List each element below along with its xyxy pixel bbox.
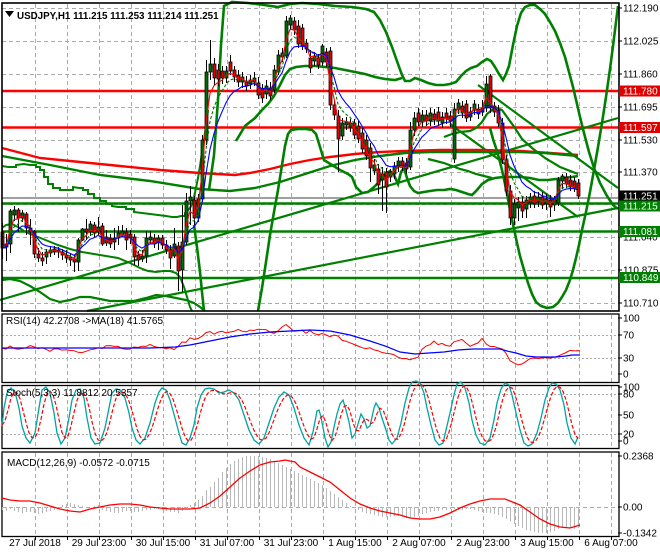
svg-text:31 Jul 07:00: 31 Jul 07:00	[200, 538, 255, 549]
svg-text:111.695: 111.695	[623, 103, 658, 114]
svg-text:-0.1342: -0.1342	[623, 529, 657, 540]
svg-text:111.040: 111.040	[623, 233, 658, 244]
svg-text:0: 0	[623, 370, 629, 381]
svg-text:110.875: 110.875	[623, 266, 659, 277]
svg-text:2 Aug 23:00: 2 Aug 23:00	[456, 538, 510, 549]
svg-text:31 Jul 23:00: 31 Jul 23:00	[264, 538, 319, 549]
svg-text:USDJPY,H1 111.215 111.253 111: USDJPY,H1 111.215 111.253 111.214 111.25…	[17, 11, 219, 22]
svg-text:100: 100	[623, 314, 640, 325]
svg-text:3 Aug 15:00: 3 Aug 15:00	[520, 538, 574, 549]
svg-text:2 Aug 07:00: 2 Aug 07:00	[392, 538, 446, 549]
svg-text:110.710: 110.710	[623, 299, 659, 310]
svg-text:112.025: 112.025	[623, 37, 659, 48]
svg-text:20: 20	[623, 430, 635, 441]
svg-text:Stoch(5,3,3) 11.8812 20.5357: Stoch(5,3,3) 11.8812 20.5357	[6, 388, 138, 399]
svg-text:112.190: 112.190	[623, 4, 659, 15]
svg-text:111.251: 111.251	[623, 192, 658, 203]
svg-text:111.530: 111.530	[623, 136, 658, 147]
svg-text:MACD(12,26,9) -0.0572 -0.0715: MACD(12,26,9) -0.0572 -0.0715	[7, 458, 150, 469]
svg-text:30 Jul 15:00: 30 Jul 15:00	[136, 538, 191, 549]
svg-text:111.860: 111.860	[623, 70, 658, 81]
svg-text:30: 30	[623, 354, 635, 365]
svg-text:111.597: 111.597	[623, 123, 658, 134]
svg-text:50: 50	[623, 411, 635, 422]
svg-text:0: 0	[623, 437, 629, 448]
svg-text:RSI(14) 42.2708 ->MA(18) 41.5: RSI(14) 42.2708 ->MA(18) 41.5765	[6, 316, 163, 327]
svg-text:100: 100	[623, 383, 640, 394]
svg-text:111.215: 111.215	[623, 202, 658, 213]
svg-text:0.00: 0.00	[623, 503, 643, 514]
svg-text:1 Aug 15:00: 1 Aug 15:00	[328, 538, 382, 549]
svg-text:70: 70	[623, 331, 635, 342]
svg-text:6 Aug 07:00: 6 Aug 07:00	[584, 538, 638, 549]
svg-text:29 Jul 23:00: 29 Jul 23:00	[72, 538, 127, 549]
svg-text:111.780: 111.780	[623, 87, 658, 98]
svg-text:111.081: 111.081	[623, 227, 658, 238]
svg-text:110.849: 110.849	[623, 273, 659, 284]
svg-text:111.370: 111.370	[623, 168, 658, 179]
svg-text:0.2368: 0.2368	[623, 452, 654, 463]
svg-text:80: 80	[623, 390, 635, 401]
svg-text:27 Jul 2018: 27 Jul 2018	[9, 538, 61, 549]
